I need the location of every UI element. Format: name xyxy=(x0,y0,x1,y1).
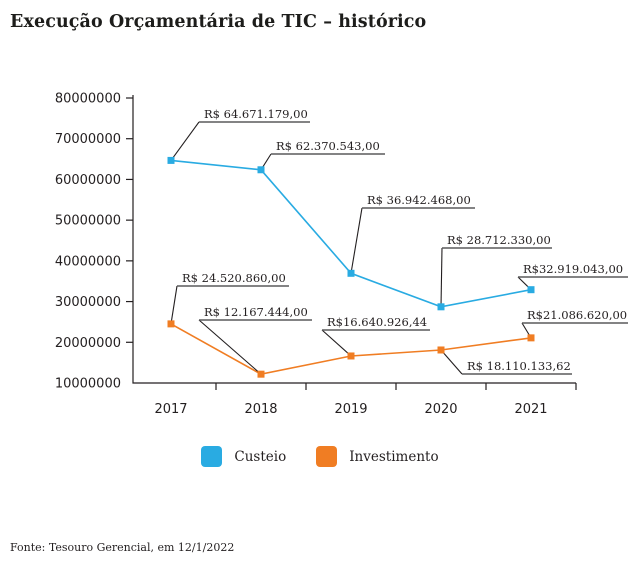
x-axis-label-2021: 2021 xyxy=(514,402,547,417)
value-label-investimento-2021: R$21.086.620,00 xyxy=(527,308,627,322)
custeio-color-swatch xyxy=(201,446,223,467)
data-point-custeio-2020 xyxy=(437,303,445,311)
x-axis-label-2020: 2020 xyxy=(424,402,457,417)
legend-item-investimento: Investimento xyxy=(316,446,439,467)
investimento-color-swatch xyxy=(316,446,338,467)
y-axis-label: 40000000 xyxy=(55,254,121,269)
value-label-custeio-2018: R$ 62.370.543,00 xyxy=(276,139,380,153)
callout-connector xyxy=(321,329,352,357)
data-point-custeio-2019 xyxy=(347,269,355,277)
data-point-investimento-2019 xyxy=(347,352,355,360)
data-point-custeio-2018 xyxy=(257,166,265,174)
data-point-custeio-2021 xyxy=(527,286,535,294)
axes xyxy=(132,95,576,384)
callout-connector xyxy=(170,121,200,161)
value-label-custeio-2021: R$32.919.043,00 xyxy=(523,262,623,276)
callout-connector xyxy=(170,285,178,324)
chart-legend: Custeio Investimento xyxy=(0,446,640,467)
value-label-investimento-2020: R$ 18.110.133,62 xyxy=(467,359,571,373)
y-axis-label: 60000000 xyxy=(55,173,121,188)
legend-item-custeio: Custeio xyxy=(201,446,286,467)
y-axis-label: 80000000 xyxy=(55,92,121,107)
value-label-investimento-2019: R$16.640.926,44 xyxy=(327,315,427,329)
callout-connector xyxy=(440,349,463,375)
value-label-custeio-2017: R$ 64.671.179,00 xyxy=(204,107,308,121)
data-point-investimento-2021 xyxy=(527,334,535,342)
value-label-custeio-2020: R$ 28.712.330,00 xyxy=(447,233,551,247)
legend-label-custeio: Custeio xyxy=(234,448,287,465)
data-point-investimento-2018 xyxy=(257,370,265,378)
source-note: Fonte: Tesouro Gerencial, em 12/1/2022 xyxy=(10,541,235,554)
y-axis-label: 50000000 xyxy=(55,214,121,229)
callout-connector xyxy=(440,247,443,307)
chart-title: Execução Orçamentária de TIC – histórico xyxy=(10,12,427,32)
y-axis-label: 10000000 xyxy=(55,377,121,392)
data-point-custeio-2017 xyxy=(167,156,175,164)
y-axis-label: 30000000 xyxy=(55,295,121,310)
x-axis-label-2017: 2017 xyxy=(154,402,187,417)
y-axis-label: 20000000 xyxy=(55,336,121,351)
data-point-investimento-2017 xyxy=(167,320,175,328)
x-axis-label-2018: 2018 xyxy=(244,402,277,417)
legend-label-investimento: Investimento xyxy=(349,448,439,465)
value-label-investimento-2017: R$ 24.520.860,00 xyxy=(182,271,286,285)
y-axis-label: 70000000 xyxy=(55,132,121,147)
data-point-investimento-2020 xyxy=(437,346,445,354)
value-label-custeio-2019: R$ 36.942.468,00 xyxy=(367,193,471,207)
callout-connector xyxy=(350,207,363,274)
x-axis-label-2019: 2019 xyxy=(334,402,367,417)
value-label-investimento-2018: R$ 12.167.444,00 xyxy=(204,305,308,319)
callout-connector xyxy=(198,319,262,375)
